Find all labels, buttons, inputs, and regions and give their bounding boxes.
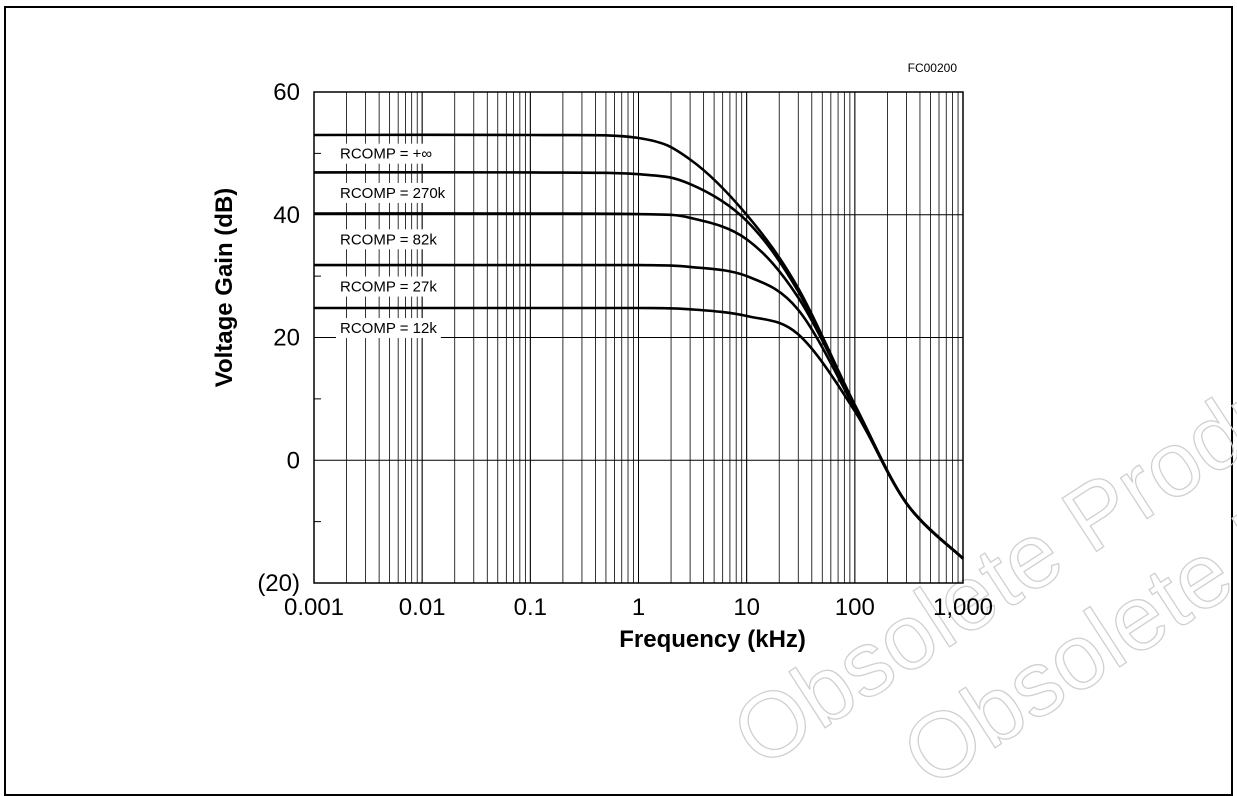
curve-label-1: RCOMP = 270k	[336, 182, 450, 203]
x-tick-label: 100	[835, 594, 875, 621]
y-tick-label: 60	[273, 79, 300, 106]
curve-label-text: RCOMP = 27k	[340, 279, 437, 296]
figure-frame	[4, 6, 1233, 796]
series-line-4	[313, 306, 964, 560]
x-tick-label: 0.1	[514, 594, 547, 621]
curve-label-3: RCOMP = 27k	[336, 276, 441, 297]
chart: Obsolete Product(s)Obsolete Product(s) R…	[211, 61, 1237, 778]
x-tick-label: 10	[733, 594, 760, 621]
curve-label-bg	[336, 276, 441, 297]
x-tick-label: 1	[632, 594, 645, 621]
watermark: Obsolete Product(s)Obsolete Product(s)	[715, 255, 1237, 778]
curves	[313, 133, 964, 560]
x-axis-title: Frequency (kHz)	[619, 626, 806, 653]
curve-label-text: RCOMP = 12k	[340, 320, 437, 337]
y-tick-label: 0	[287, 447, 300, 474]
x-tick-label: 0.01	[399, 594, 446, 621]
curve-label-bg	[336, 229, 441, 250]
curve-label-text: RCOMP = 270k	[340, 185, 446, 202]
curve-labels: RCOMP = +∞ RCOMP = 270k RCOMP = 82k RCOMP =…	[336, 143, 450, 339]
tick-labels: 0.001 0.01 0.1 1 10 100 1,000 (20) 0 20 40 60	[257, 79, 993, 621]
curve-label-2: RCOMP = 82k	[336, 229, 441, 250]
y-axis-title: Voltage Gain (dB)	[211, 188, 238, 388]
figure-code: FC00200	[908, 61, 958, 75]
y-tick-label: 40	[273, 202, 300, 229]
curve-label-bg	[336, 318, 441, 339]
curve-label-text: RCOMP = +∞	[340, 146, 432, 163]
curve-label-0: RCOMP = +∞	[336, 143, 437, 164]
x-tick-label: 1,000	[933, 594, 993, 621]
curve-label-text: RCOMP = 82k	[340, 231, 437, 248]
plot-frame	[313, 91, 964, 584]
curve-label-4: RCOMP = 12k	[336, 318, 441, 339]
x-tick-label: 0.001	[284, 594, 344, 621]
y-tick-label: (20)	[257, 570, 300, 597]
curve-label-bg	[336, 143, 437, 164]
curve-label-bg	[336, 182, 450, 203]
y-tick-label: 20	[273, 325, 300, 352]
